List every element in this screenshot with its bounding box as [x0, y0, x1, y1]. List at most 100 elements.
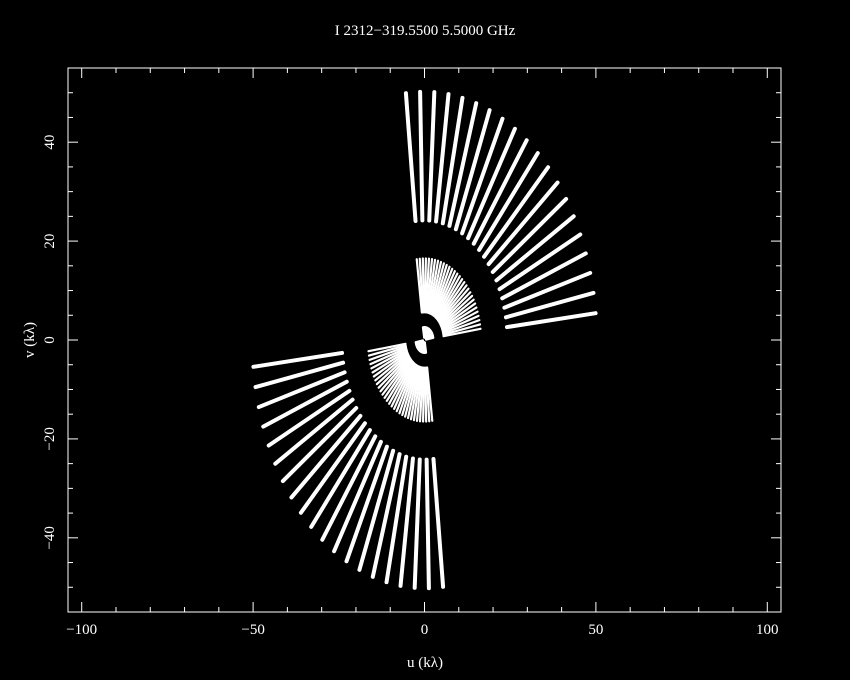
uv-track-middle-conjugate	[409, 365, 422, 421]
uv-track-middle	[418, 257, 424, 314]
uv-track-inner	[421, 326, 426, 339]
uv-track-outer	[490, 196, 569, 275]
uv-track-middle	[436, 278, 464, 321]
uv-track-middle	[440, 302, 477, 329]
uv-track-outer	[497, 232, 583, 292]
uv-track-outer	[503, 290, 596, 320]
x-tick-label: 100	[756, 622, 779, 638]
uv-track-middle-conjugate	[372, 351, 409, 378]
y-tick-label: −40	[42, 526, 58, 549]
chart-title: I 2312−319.5500 5.5000 GHz	[335, 23, 516, 39]
uv-track-outer-conjugate	[273, 397, 355, 466]
uv-track-middle-conjugate	[385, 359, 413, 402]
uv-track-middle	[425, 258, 434, 314]
uv-track-middle-conjugate	[379, 356, 411, 393]
uv-track-middle	[415, 258, 423, 314]
uv-track-middle	[442, 327, 482, 338]
x-tick-label: 50	[588, 622, 603, 638]
uv-track-outer-conjugate	[298, 421, 367, 515]
uv-track-middle-conjugate	[367, 342, 407, 353]
uv-track-middle-conjugate	[398, 363, 418, 415]
uv-track-outer-conjugate	[320, 434, 378, 542]
x-tick-label: −50	[241, 622, 264, 638]
uv-track-outer	[434, 92, 451, 224]
uv-track-outer	[494, 214, 576, 283]
uv-track-outer	[427, 90, 437, 223]
uv-track-middle	[421, 257, 426, 314]
uv-track-outer-conjugate	[309, 428, 372, 529]
uv-track-middle-conjugate	[390, 361, 415, 408]
uv-track-outer-conjugate	[344, 444, 389, 564]
uv-track-middle	[432, 267, 454, 317]
uv-track-outer	[440, 95, 465, 226]
uv-track-outer-conjugate	[251, 350, 345, 369]
uv-track-middle	[438, 287, 470, 324]
uv-track-middle	[430, 263, 448, 316]
uv-track-middle	[423, 257, 427, 314]
uv-track-outer-conjugate	[289, 413, 363, 500]
uv-track-middle	[440, 298, 475, 328]
uv-track-outer-conjugate	[253, 360, 346, 390]
x-tick-label: −100	[66, 622, 97, 638]
uv-track-middle-conjugate	[388, 360, 414, 405]
uv-track-middle-conjugate	[383, 358, 413, 399]
uv-track-outer	[447, 101, 479, 228]
uv-track-outer	[502, 270, 593, 310]
uv-track-middle-conjugate	[367, 344, 407, 357]
uv-track-middle	[441, 306, 478, 331]
x-axis-label: u (kλ)	[407, 655, 443, 671]
uv-track-middle-conjugate	[404, 364, 420, 418]
uv-track-middle	[428, 260, 443, 315]
y-tick-label: 0	[42, 336, 58, 344]
uv-track-middle-conjugate	[368, 345, 407, 361]
uv-track-middle	[441, 310, 479, 332]
uv-track-outer	[500, 251, 588, 301]
uv-track-middle-conjugate	[370, 348, 408, 370]
uv-track-middle-conjugate	[393, 362, 416, 410]
uv-track-middle-conjugate	[371, 349, 408, 374]
uv-track-middle	[424, 257, 431, 314]
uv-track-middle-conjugate	[377, 355, 411, 389]
uv-track-outer-conjugate	[261, 379, 349, 429]
uv-track-middle-conjugate	[369, 347, 408, 366]
uv-track-middle	[436, 281, 466, 322]
uv-track-middle	[426, 258, 437, 314]
uv-track-outer	[453, 108, 492, 232]
y-tick-label: −20	[42, 427, 58, 450]
uv-track-outer	[471, 138, 529, 246]
uv-track-middle	[429, 262, 445, 316]
uv-track-middle-conjugate	[395, 363, 417, 413]
uv-track-middle-conjugate	[415, 366, 424, 422]
uv-track-outer	[504, 311, 598, 330]
uv-track-middle	[431, 265, 451, 317]
uv-tracks	[251, 89, 598, 591]
uv-track-outer	[418, 89, 425, 223]
uv-track-middle-conjugate	[425, 366, 431, 423]
uv-track-outer-conjugate	[256, 370, 347, 410]
uv-track-middle-conjugate	[426, 366, 434, 422]
y-tick-label: 20	[42, 234, 58, 249]
uv-track-outer-conjugate	[424, 457, 431, 591]
uv-track-outer-conjugate	[398, 456, 415, 588]
uv-track-outer	[482, 165, 551, 259]
uv-track-outer-conjugate	[384, 454, 409, 585]
uv-track-middle	[437, 284, 468, 323]
uv-track-middle	[435, 275, 461, 320]
y-axis-label: v (kλ)	[22, 322, 38, 358]
uv-track-middle-conjugate	[381, 357, 412, 396]
uv-track-outer-conjugate	[332, 439, 383, 554]
uv-track-outer	[460, 116, 505, 236]
uv-track-middle-conjugate	[401, 364, 419, 417]
uv-track-middle-conjugate	[412, 366, 423, 422]
uv-track-outer-conjugate	[266, 388, 352, 448]
uv-track-middle-conjugate	[375, 353, 410, 386]
uv-track-middle	[442, 319, 481, 335]
uv-track-middle	[439, 294, 474, 327]
uv-track-middle	[427, 259, 440, 315]
uv-track-middle	[434, 272, 459, 319]
uv-track-middle-conjugate	[423, 366, 428, 423]
uv-track-middle	[438, 291, 472, 325]
uv-track-middle	[441, 314, 480, 333]
axis-ticks: −100 −50 0 50 100 −40 −20 0 20 40	[42, 67, 781, 638]
